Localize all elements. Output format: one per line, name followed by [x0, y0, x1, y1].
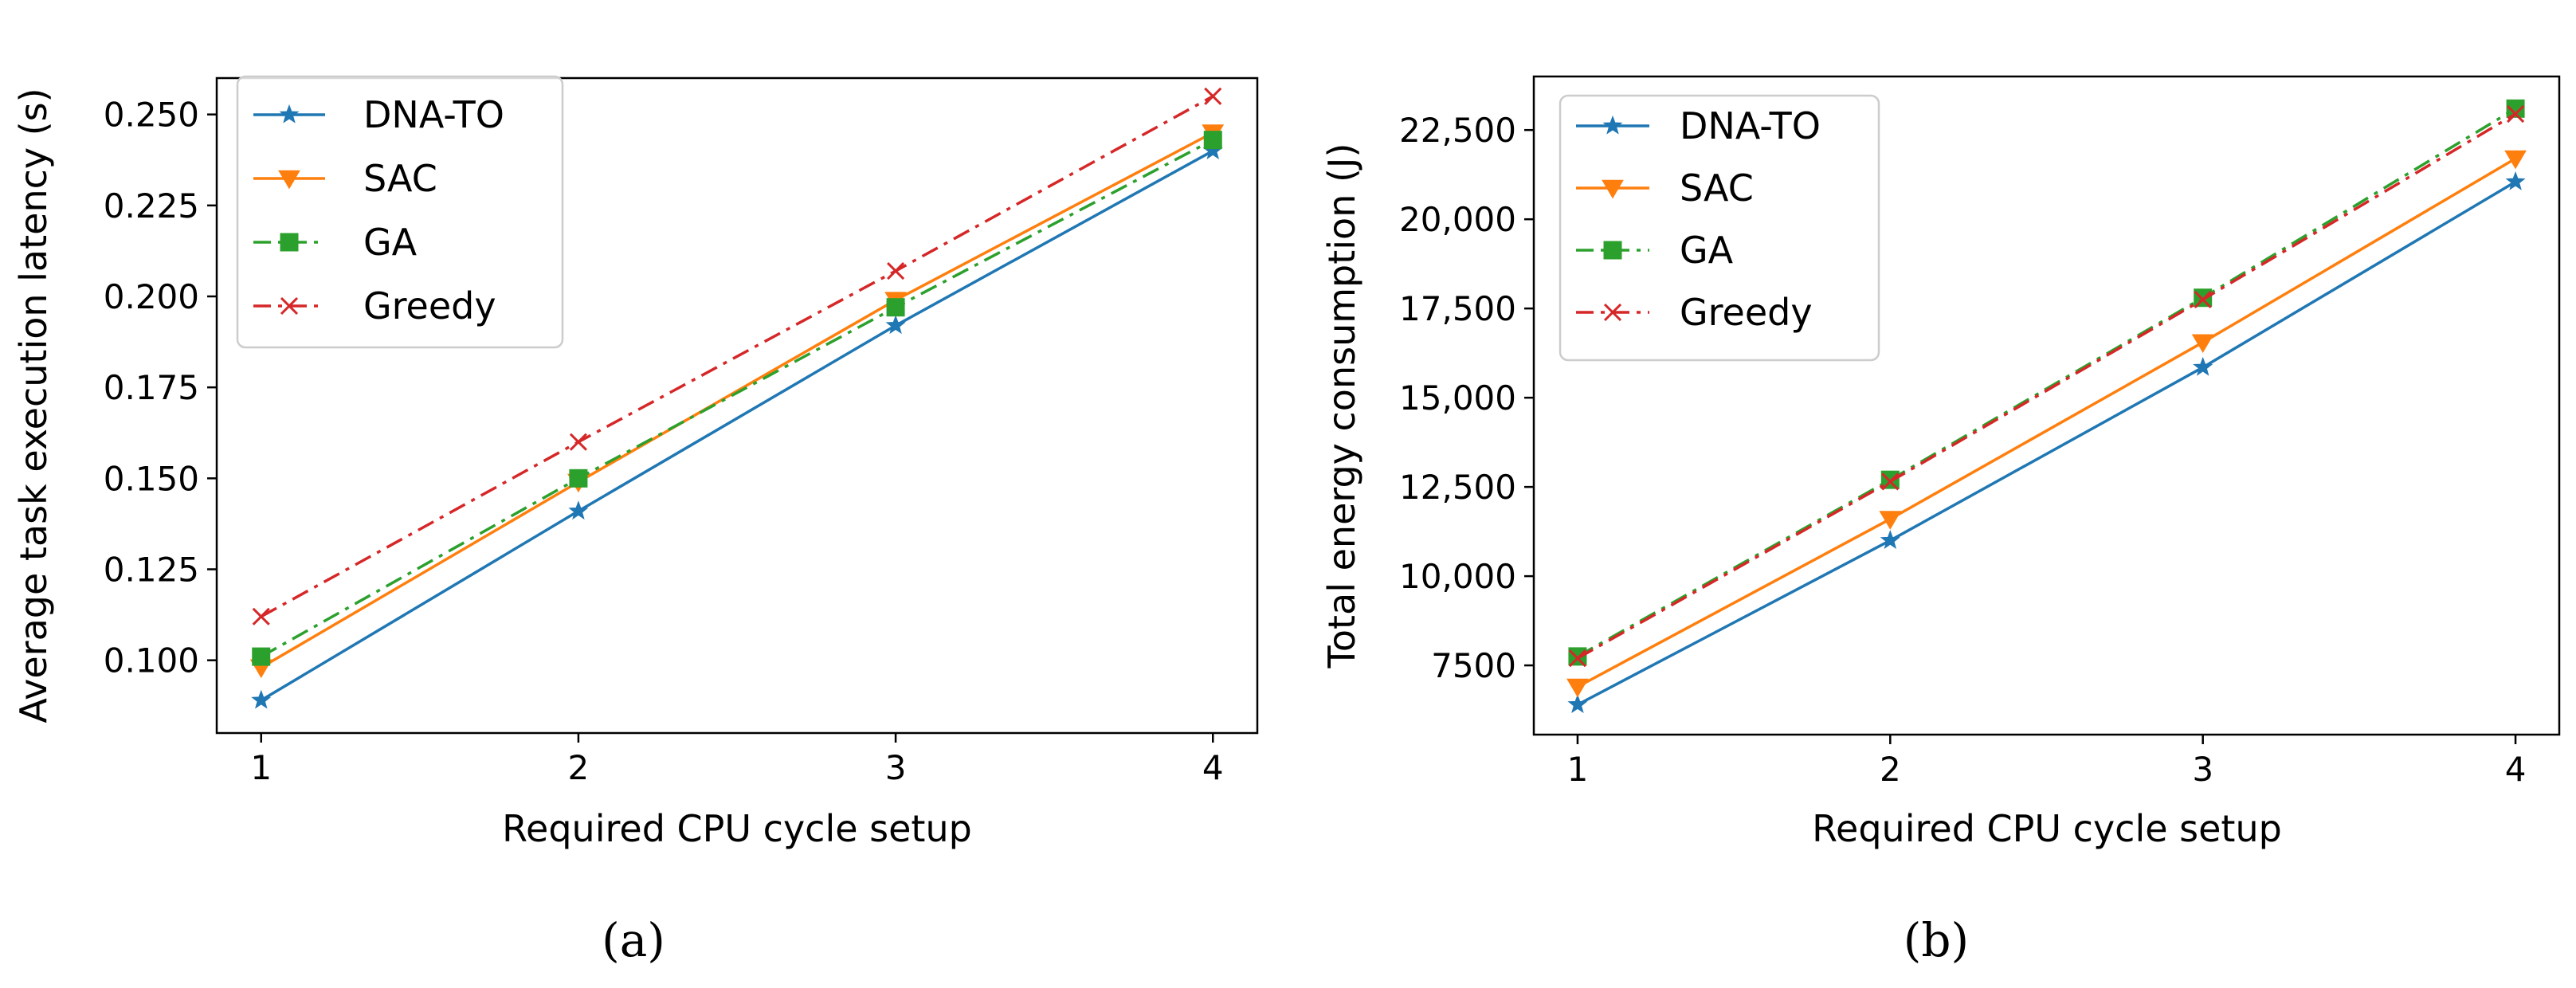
y-tick-label-b-6: 22,500 [1399, 111, 1516, 150]
legend-items-a: DNA-TO SAC GA Greedy [253, 93, 504, 327]
point-sac-b-2 [2191, 334, 2214, 354]
legend-box-a [236, 75, 564, 349]
legend-marker-sac-b [1602, 179, 1624, 199]
point-dna-to-b-2 [2193, 356, 2213, 376]
series-line-dna-to-a [260, 149, 1214, 702]
y-tick-label-b-3: 15,000 [1399, 378, 1516, 418]
point-ga-b-0 [1568, 647, 1587, 666]
series-group-a [249, 87, 1225, 709]
point-greedy-b-0 [1568, 649, 1586, 668]
point-dna-to-a-0 [251, 689, 272, 709]
legend-label-dna-to-a: DNA-TO [363, 93, 504, 136]
tick-group-b: 1 2 3 4 7500 10,000 12,500 15,000 17,500 20,000 22… [1399, 111, 2526, 789]
legend-label-ga-b: GA [1680, 229, 1734, 272]
chart-panel-a: 1 2 3 40.1000.1250.1500.1750.2000.2250.250 … [12, 75, 1259, 967]
y-tick-label-b-0: 7500 [1431, 646, 1516, 685]
legend-a: DNA-TO SAC GA Greedy [236, 75, 564, 349]
plot-frame-a [215, 76, 1259, 735]
y-tick-label-a-0: 0.100 [104, 641, 199, 680]
x-tick-label-a-1: 2 [568, 748, 590, 787]
y-tick-label-a-2: 0.150 [104, 459, 199, 498]
x-tick-label-a-3: 4 [1202, 748, 1224, 787]
legend-marker-ga-a [280, 233, 299, 252]
point-sac-b-1 [1879, 511, 1902, 530]
x-tick-label-b-2: 3 [2192, 750, 2213, 789]
series-line-ga-b [1577, 107, 2516, 658]
legend-label-greedy-b: Greedy [1680, 291, 1813, 334]
point-sac-b-3 [2504, 150, 2527, 170]
point-dna-to-a-1 [568, 500, 589, 520]
point-dna-to-b-3 [2505, 171, 2526, 190]
x-tick-label-b-0: 1 [1567, 750, 1589, 789]
point-dna-to-b-1 [1880, 530, 1900, 549]
point-ga-a-1 [569, 469, 588, 488]
point-greedy-a-0 [252, 607, 270, 625]
legend-marker-sac-a [278, 170, 300, 190]
legend-marker-dna-to-a [279, 104, 300, 124]
y-tick-label-b-4: 17,500 [1399, 289, 1516, 328]
point-ga-b-1 [1880, 470, 1900, 489]
tick-group-a: 1 2 3 4 0.100 0.125 0.150 0.175 0.200 0.225 0.250 [104, 96, 1224, 787]
point-ga-b-3 [2506, 99, 2525, 118]
point-greedy-a-2 [887, 261, 905, 280]
legend-marker-dna-to-b [1602, 115, 1623, 135]
point-sac-b-0 [1566, 678, 1589, 698]
point-greedy-b-2 [2194, 290, 2212, 309]
legend-label-ga-a: GA [363, 221, 418, 264]
series-line-sac-a [260, 131, 1214, 669]
legend-marker-greedy-a [280, 296, 299, 316]
series-line-greedy-a [260, 95, 1214, 618]
caption-a: (a) [602, 913, 665, 967]
caption-b: (b) [1904, 913, 1969, 967]
x-axis-label-a: Required CPU cycle setup [502, 807, 972, 850]
point-dna-to-b-0 [1567, 694, 1588, 714]
series-line-greedy-b [1577, 112, 2516, 660]
legend-marker-greedy-b [1603, 303, 1622, 322]
point-ga-a-2 [886, 298, 905, 317]
y-tick-label-a-3: 0.175 [104, 368, 199, 407]
legend-label-greedy-a: Greedy [363, 284, 496, 327]
series-line-sac-b [1577, 157, 2516, 688]
plot-frame-b [1532, 75, 2561, 736]
legend-marker-ga-b [1603, 241, 1622, 260]
y-axis-label-b: Total energy consumption (J) [1320, 143, 1363, 669]
point-greedy-a-1 [569, 433, 587, 451]
point-dna-to-a-2 [885, 315, 906, 335]
legend-label-sac-a: SAC [363, 157, 437, 200]
point-greedy-a-3 [1204, 87, 1222, 105]
y-tick-label-a-1: 0.125 [104, 551, 199, 590]
legend-label-dna-to-b: DNA-TO [1680, 104, 1821, 147]
legend-box-b [1559, 94, 1880, 362]
y-axis-label-a: Average task execution latency (s) [12, 88, 55, 723]
x-tick-label-b-3: 4 [2505, 750, 2527, 789]
point-ga-b-2 [2194, 288, 2213, 308]
series-line-dna-to-b [1577, 180, 2516, 706]
point-greedy-b-3 [2507, 104, 2525, 124]
y-tick-label-a-6: 0.250 [104, 96, 199, 135]
y-tick-label-b-5: 20,000 [1399, 200, 1516, 239]
y-tick-label-b-2: 12,500 [1399, 468, 1516, 507]
legend-items-b: DNA-TO SAC GA Greedy [1576, 104, 1821, 334]
series-group-b [1566, 99, 2527, 714]
y-tick-label-b-1: 10,000 [1399, 557, 1516, 596]
point-ga-a-3 [1203, 131, 1222, 150]
y-tick-label-a-5: 0.225 [104, 186, 199, 225]
chart-panel-b: 1 2 3 4 7500 10,000 12,500 15,000 17,500 20,000 22… [1320, 75, 2561, 967]
x-tick-label-a-2: 3 [885, 748, 907, 787]
y-tick-label-a-4: 0.200 [104, 277, 199, 316]
series-line-ga-a [260, 139, 1214, 658]
legend-b: DNA-TO SAC GA Greedy [1559, 94, 1880, 362]
point-greedy-b-1 [1881, 472, 1900, 491]
x-tick-label-a-0: 1 [250, 748, 272, 787]
x-tick-label-b-1: 2 [1880, 750, 1901, 789]
point-ga-a-0 [252, 647, 271, 666]
x-axis-label-b: Required CPU cycle setup [1812, 807, 2282, 850]
legend-label-sac-b: SAC [1680, 167, 1754, 210]
